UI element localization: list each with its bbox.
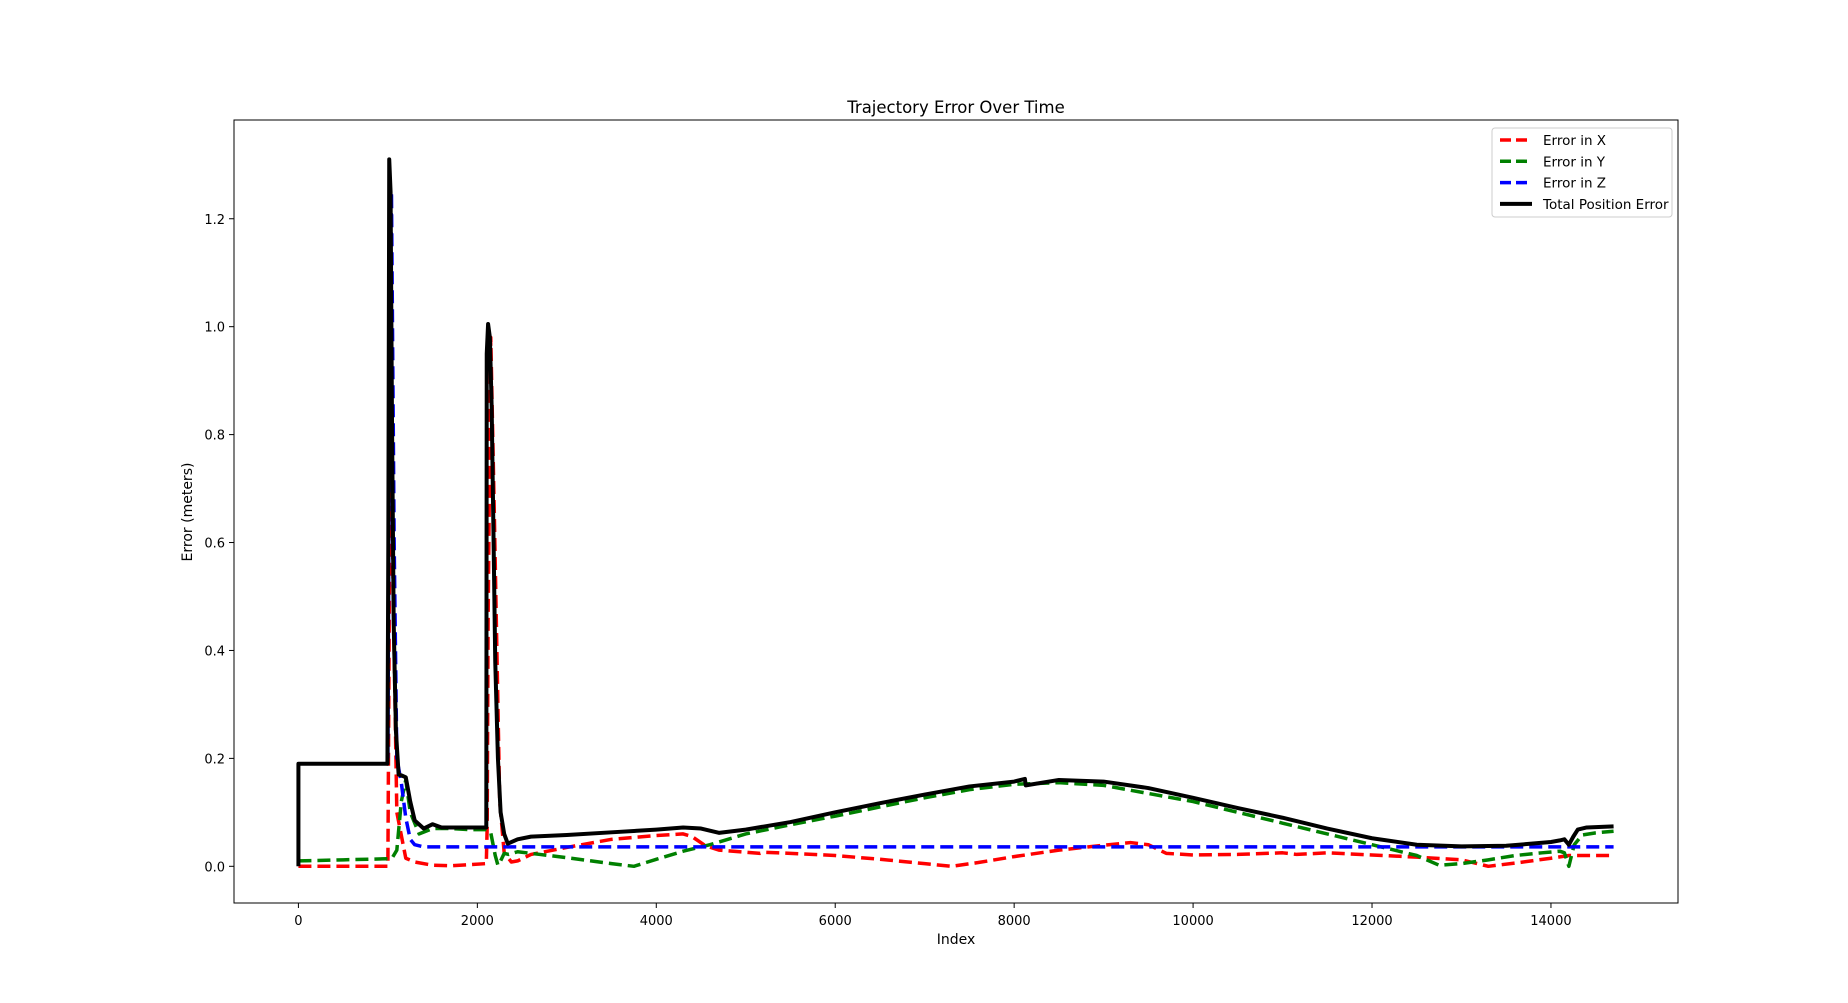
- x-tick-label: 8000: [998, 914, 1031, 929]
- series-line-error-in-x: [298, 335, 1614, 869]
- y-tick-label: 1.0: [204, 321, 225, 336]
- x-tick-label: 14000: [1530, 914, 1571, 929]
- plot-area: [296, 157, 1614, 869]
- x-tick-label: 10000: [1172, 914, 1213, 929]
- x-tick-label: 12000: [1351, 914, 1392, 929]
- legend-item-total-position-error: Total Position Error: [1500, 197, 1669, 213]
- y-tick-label: 1.2: [204, 213, 225, 228]
- chart-title: Trajectory Error Over Time: [846, 98, 1065, 117]
- legend-label: Error in Y: [1543, 154, 1606, 170]
- series-line-error-in-z: [298, 190, 1614, 849]
- x-axis: 0 2000 4000 6000 8000 10000 12000 14000: [294, 903, 1572, 929]
- x-tick-label: 4000: [640, 914, 673, 929]
- x-tick-label: 6000: [819, 914, 852, 929]
- axes-frame: [233, 119, 1679, 904]
- y-tick-label: 0.8: [204, 429, 225, 444]
- legend-label: Error in Z: [1543, 176, 1606, 192]
- series-line-error-in-y: [298, 778, 1614, 869]
- legend-item-error-in-x: Error in X: [1500, 133, 1606, 149]
- legend-label: Error in X: [1543, 133, 1606, 149]
- y-axis-label: Error (meters): [180, 463, 196, 562]
- legend-item-error-in-y: Error in Y: [1500, 154, 1606, 170]
- y-tick-label: 0.2: [204, 752, 225, 767]
- x-tick-label: 0: [294, 914, 302, 929]
- legend-box: [1491, 127, 1673, 218]
- series-line-total-position-error: [296, 157, 1614, 867]
- legend: Error in X Error in Y Error in Z Total Posi…: [1491, 127, 1673, 218]
- y-axis: 0.0 0.2 0.4 0.6 0.8 1.0 1.2: [204, 213, 234, 875]
- legend-item-error-in-z: Error in Z: [1500, 176, 1606, 192]
- y-tick-label: 0.4: [204, 644, 225, 659]
- y-tick-label: 0.6: [204, 537, 225, 552]
- x-tick-label: 2000: [461, 914, 494, 929]
- legend-label: Total Position Error: [1542, 197, 1669, 213]
- x-axis-label: Index: [937, 932, 976, 948]
- y-tick-label: 0.0: [204, 860, 225, 875]
